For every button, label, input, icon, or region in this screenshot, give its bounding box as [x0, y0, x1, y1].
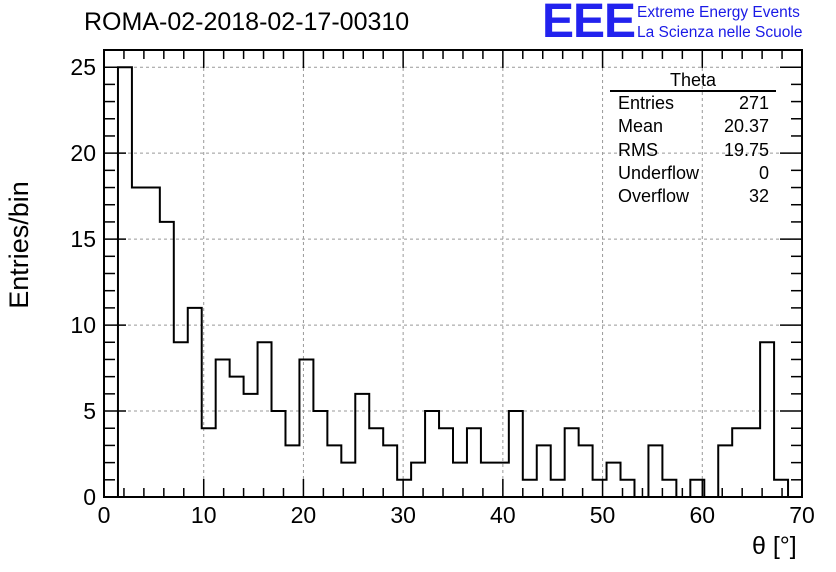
x-tick-label: 10: [191, 502, 217, 528]
histogram-bin: [774, 480, 788, 497]
histogram-bin: [230, 377, 244, 497]
histogram-bin: [369, 428, 383, 497]
y-tick-label: 20: [70, 140, 96, 166]
y-tick-label: 15: [70, 226, 96, 252]
x-tick-label: 0: [98, 502, 111, 528]
eee-logo: EEE: [542, 0, 636, 48]
stats-value: 0: [758, 162, 769, 183]
histogram-bin: [453, 463, 467, 497]
histogram-bin: [327, 445, 341, 497]
x-tick-label: 40: [490, 502, 516, 528]
stats-value: 32: [748, 186, 769, 207]
histogram-bin: [258, 342, 272, 497]
histogram-bin: [718, 445, 732, 497]
y-tick-label: 0: [83, 484, 96, 510]
histogram-bin: [732, 428, 746, 497]
histogram-bin: [160, 222, 174, 497]
y-tick-label: 5: [83, 398, 96, 424]
stats-value: 20.37: [723, 116, 769, 137]
histogram-bin: [146, 188, 160, 497]
histogram-bin: [579, 445, 593, 497]
stats-row-overflow: Overflow 32: [610, 185, 776, 208]
stats-value: 271: [738, 93, 769, 113]
logo-line-1: Extreme Energy Events: [637, 4, 800, 21]
histogram-bin: [383, 445, 397, 497]
logo-caption: Extreme Energy Events La Scienza nelle S…: [637, 3, 802, 43]
y-tick-label: 25: [70, 54, 96, 80]
logo-line-2: La Scienza nelle Scuole: [637, 24, 803, 41]
stats-row-entries: Entries 271: [610, 92, 776, 115]
histogram-bin: [648, 445, 662, 497]
histogram-bin: [188, 308, 202, 497]
x-tick-label: 20: [291, 502, 317, 528]
histogram-bin: [760, 342, 774, 497]
histogram-bin: [439, 428, 453, 497]
stats-title: Theta: [610, 70, 776, 92]
histogram-bin: [397, 480, 411, 497]
histogram-bin: [509, 411, 523, 497]
histogram-bin: [174, 342, 188, 497]
histogram-bin: [118, 67, 132, 497]
x-tick-label: 30: [390, 502, 416, 528]
stats-label: Overflow: [618, 186, 690, 207]
histogram-bin: [285, 445, 299, 497]
histogram-bin: [355, 394, 369, 497]
stats-box: Theta Entries 271 Mean 20.37 RMS 19.75 U…: [610, 70, 776, 208]
histogram-bin: [313, 411, 327, 497]
histogram-bin: [272, 411, 286, 497]
stats-label: RMS: [618, 139, 658, 160]
chart-title: ROMA-02-2018-02-17-00310: [84, 8, 410, 36]
stats-row-underflow: Underflow 0: [610, 162, 776, 185]
y-tick-label: 10: [70, 312, 96, 338]
histogram-bin: [216, 359, 230, 497]
histogram-bin: [746, 428, 760, 497]
stats-label: Entries: [618, 93, 675, 113]
histogram-bin: [467, 428, 481, 497]
histogram-bin: [565, 428, 579, 497]
stats-value: 19.75: [723, 139, 769, 160]
histogram-bin: [299, 359, 313, 497]
y-axis-label: Entries/bin: [4, 181, 34, 309]
histogram-bin: [244, 394, 258, 497]
stats-row-mean: Mean 20.37: [610, 115, 776, 138]
x-tick-label: 70: [789, 502, 815, 528]
histogram-bin: [523, 480, 537, 497]
histogram-bin: [607, 463, 621, 497]
x-tick-label: 60: [689, 502, 715, 528]
histogram-bin: [495, 463, 509, 497]
histogram-bin: [593, 480, 607, 497]
x-tick-label: 50: [590, 502, 616, 528]
histogram-bin: [425, 411, 439, 497]
histogram-bin: [662, 480, 676, 497]
stats-row-rms: RMS 19.75: [610, 139, 776, 162]
stats-label: Underflow: [618, 162, 700, 183]
x-axis-label: θ [°]: [752, 532, 797, 560]
histogram-bin: [132, 188, 146, 497]
histogram-bin: [537, 445, 551, 497]
stats-label: Mean: [618, 116, 664, 137]
